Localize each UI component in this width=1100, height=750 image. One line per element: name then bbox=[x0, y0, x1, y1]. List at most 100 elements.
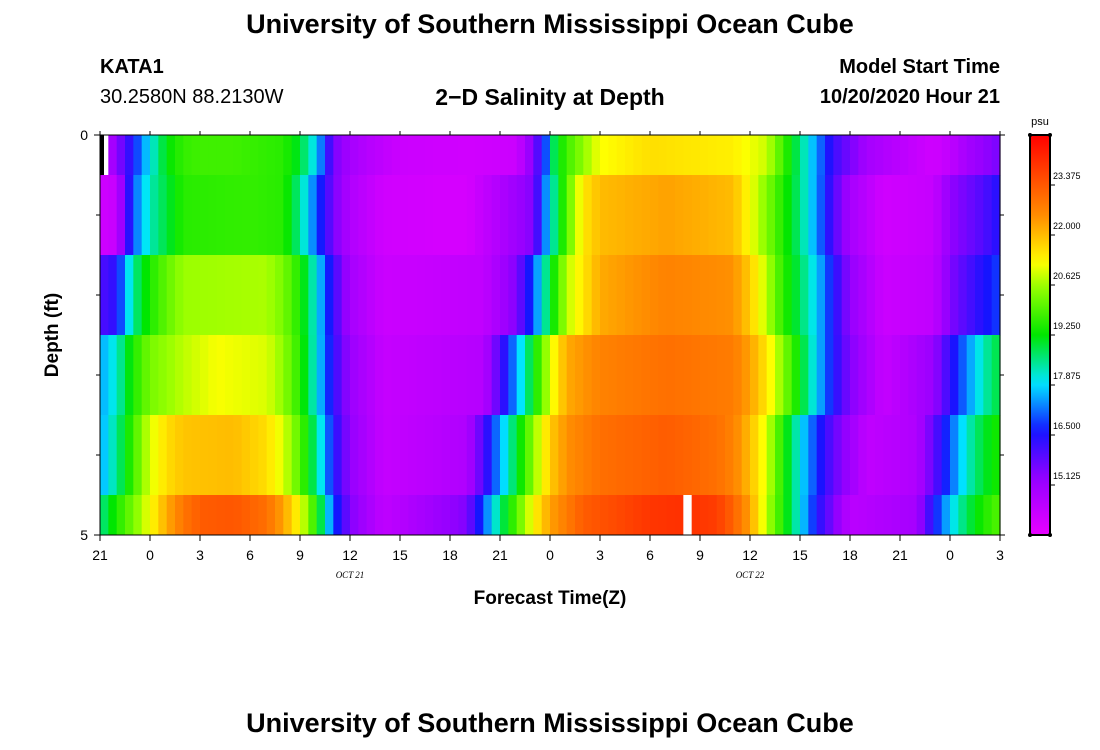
heatmap-cell bbox=[591, 495, 601, 536]
heatmap-cell bbox=[108, 495, 118, 536]
heatmap-cell bbox=[908, 415, 918, 496]
heatmap-cell bbox=[208, 255, 218, 336]
heatmap-cell bbox=[183, 135, 193, 176]
heatmap-cell bbox=[125, 175, 134, 256]
colorbar-tick-label: 17.875 bbox=[1053, 371, 1081, 381]
heatmap-cell bbox=[350, 255, 359, 336]
heatmap-cell bbox=[650, 495, 659, 536]
x-tick-label: 9 bbox=[296, 547, 304, 563]
heatmap-cell bbox=[158, 335, 168, 416]
heatmap-cell bbox=[266, 335, 276, 416]
heatmap-cell bbox=[100, 255, 109, 336]
heatmap-cell bbox=[266, 175, 276, 256]
heatmap-cell bbox=[525, 495, 534, 536]
heatmap-cell bbox=[225, 135, 234, 176]
heatmap-cell bbox=[875, 495, 884, 536]
heatmap-cell bbox=[925, 175, 934, 256]
heatmap-cell bbox=[658, 135, 668, 176]
heatmap-cell bbox=[966, 255, 976, 336]
heatmap-cell bbox=[925, 135, 934, 176]
heatmap-cell bbox=[441, 135, 451, 176]
heatmap-cell bbox=[791, 335, 801, 416]
x-tick-label: 12 bbox=[342, 547, 358, 563]
heatmap-cell bbox=[658, 415, 668, 496]
heatmap-cell bbox=[708, 175, 718, 256]
heatmap-cell bbox=[875, 415, 884, 496]
heatmap-cell bbox=[508, 255, 518, 336]
heatmap-cell bbox=[641, 495, 651, 536]
heatmap-cell bbox=[191, 255, 201, 336]
heatmap-cell bbox=[250, 255, 259, 336]
x-tick-label: 6 bbox=[646, 547, 654, 563]
heatmap-cell bbox=[483, 135, 493, 176]
heatmap-cell bbox=[558, 495, 568, 536]
heatmap-cell bbox=[991, 255, 1001, 336]
heatmap-cell bbox=[425, 415, 434, 496]
heatmap-cell bbox=[300, 415, 309, 496]
heatmap-cell bbox=[975, 135, 984, 176]
heatmap-cell bbox=[858, 255, 868, 336]
heatmap-cell bbox=[475, 255, 484, 336]
heatmap-cell bbox=[691, 415, 701, 496]
heatmap-cell bbox=[816, 175, 826, 256]
heatmap-cell bbox=[133, 175, 143, 256]
heatmap-cell bbox=[700, 175, 709, 256]
heatmap-cell bbox=[350, 135, 359, 176]
heatmap-cell bbox=[433, 495, 443, 536]
heatmap-cell bbox=[216, 255, 226, 336]
heatmap-cell bbox=[458, 255, 468, 336]
heatmap-cell bbox=[666, 135, 676, 176]
heatmap-cell bbox=[550, 415, 559, 496]
heatmap-cell bbox=[766, 175, 776, 256]
heatmap-cell bbox=[275, 335, 284, 416]
heatmap-cell bbox=[141, 335, 151, 416]
heatmap-cell bbox=[991, 335, 1001, 416]
heatmap-cell bbox=[766, 335, 776, 416]
heatmap-cell bbox=[125, 495, 134, 536]
heatmap-cell bbox=[391, 135, 401, 176]
heatmap-cell bbox=[600, 135, 609, 176]
heatmap-cell bbox=[966, 495, 976, 536]
heatmap-cell bbox=[508, 335, 518, 416]
heatmap-cell bbox=[741, 175, 751, 256]
heatmap-cell bbox=[275, 495, 284, 536]
heatmap-cell bbox=[816, 415, 826, 496]
heatmap-cell bbox=[400, 335, 409, 416]
heatmap-cell bbox=[675, 495, 684, 536]
heatmap-cell bbox=[833, 255, 843, 336]
heatmap-cell bbox=[866, 335, 876, 416]
heatmap-cell bbox=[866, 135, 876, 176]
heatmap-cell bbox=[208, 135, 218, 176]
heatmap-cell bbox=[533, 255, 543, 336]
heatmap-cell bbox=[425, 495, 434, 536]
heatmap-cell bbox=[883, 175, 893, 256]
heatmap-cell bbox=[275, 255, 284, 336]
heatmap-cell bbox=[533, 415, 543, 496]
heatmap-cell bbox=[366, 415, 376, 496]
heatmap-cell bbox=[183, 175, 193, 256]
heatmap-cell bbox=[583, 495, 593, 536]
heatmap-cell bbox=[466, 175, 476, 256]
heatmap-cell bbox=[650, 175, 659, 256]
heatmap-cell bbox=[916, 175, 926, 256]
heatmap-cell bbox=[283, 175, 293, 256]
heatmap-cell bbox=[675, 415, 684, 496]
x-axis-label: Forecast Time(Z) bbox=[474, 588, 627, 609]
heatmap-cell bbox=[275, 135, 284, 176]
date-label: OCT 22 bbox=[736, 570, 765, 580]
heatmap-cell bbox=[491, 415, 501, 496]
heatmap-cell bbox=[125, 415, 134, 496]
heatmap-cell bbox=[608, 255, 618, 336]
heatmap-cell bbox=[666, 255, 676, 336]
heatmap-cell bbox=[166, 495, 176, 536]
heatmap-cell bbox=[408, 415, 418, 496]
heatmap-cell bbox=[625, 335, 634, 416]
heatmap-cell-missing bbox=[100, 135, 109, 176]
heatmap-cell bbox=[216, 335, 226, 416]
heatmap-cell bbox=[325, 415, 334, 496]
heatmap-cell bbox=[258, 495, 268, 536]
heatmap-cell bbox=[725, 415, 734, 496]
heatmap-cell bbox=[625, 175, 634, 256]
heatmap-cell bbox=[116, 135, 126, 176]
